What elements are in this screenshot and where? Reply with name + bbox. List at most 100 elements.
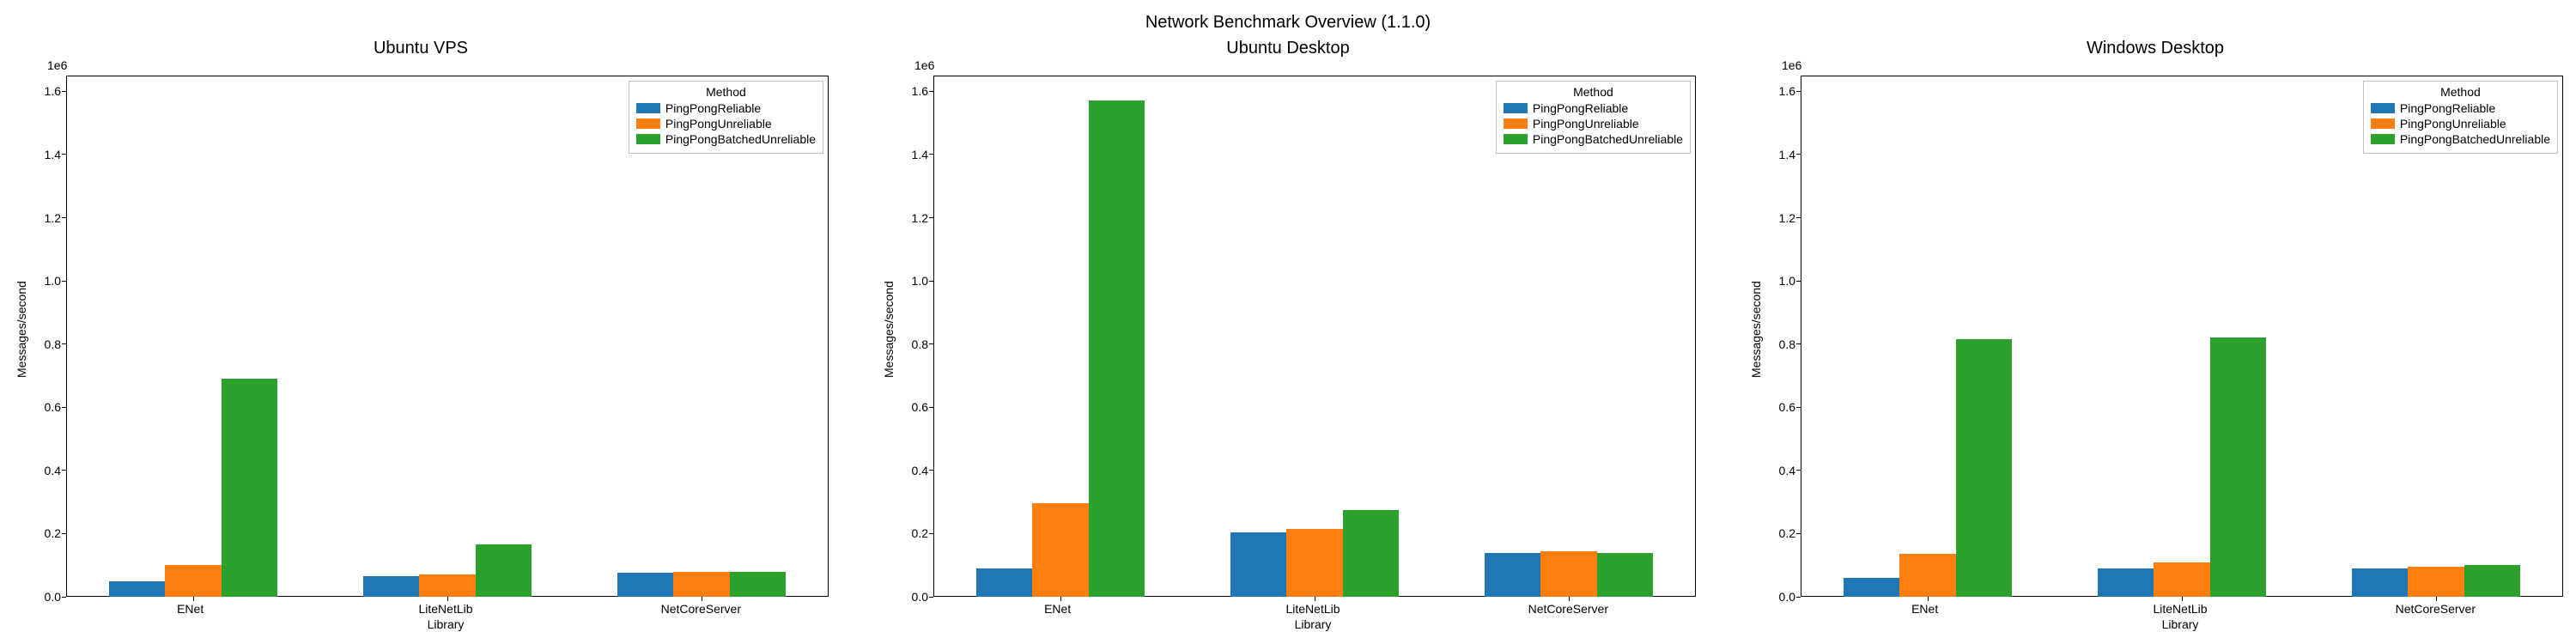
bar (1230, 532, 1286, 597)
bar-group (66, 76, 320, 597)
x-tick-label: LiteNetLib (2052, 597, 2307, 616)
bar-group (1188, 76, 1442, 597)
x-axis-label: Library (63, 616, 829, 631)
legend-label: PingPongBatchedUnreliable (1533, 131, 1683, 147)
legend-swatch (2371, 118, 2395, 129)
bar (2464, 565, 2520, 597)
bar (1540, 551, 1596, 597)
bar (2408, 567, 2464, 597)
legend-title: Method (2371, 85, 2550, 99)
x-tick-mark (2436, 597, 2437, 601)
legend-item: PingPongReliable (1504, 100, 1683, 116)
bar-group (1801, 76, 2055, 597)
bar (419, 574, 475, 597)
legend-item: PingPongUnreliable (2371, 116, 2550, 131)
bar (2210, 337, 2266, 597)
bar-group (320, 76, 574, 597)
bar (1844, 578, 1899, 597)
legend-label: PingPongBatchedUnreliable (665, 131, 816, 147)
y-axis-label: Messages/second (880, 62, 897, 597)
bar (1485, 553, 1540, 598)
bar (617, 573, 673, 597)
x-axis-ticks: ENetLiteNetLibNetCoreServer (930, 597, 1696, 616)
legend-swatch (636, 118, 660, 129)
legend: MethodPingPongReliablePingPongUnreliable… (629, 81, 823, 154)
x-tick-label: ENet (63, 597, 318, 616)
legend-swatch (636, 103, 660, 113)
x-tick-label: LiteNetLib (318, 597, 573, 616)
legend-item: PingPongReliable (636, 100, 816, 116)
bar (1089, 100, 1145, 597)
axes-area: MethodPingPongReliablePingPongUnreliable… (66, 76, 829, 597)
legend-swatch (2371, 134, 2395, 144)
legend-item: PingPongUnreliable (636, 116, 816, 131)
subplot-title: Ubuntu VPS (13, 39, 829, 58)
legend-title: Method (1504, 85, 1683, 99)
axes-area: MethodPingPongReliablePingPongUnreliable… (933, 76, 1696, 597)
bar (2098, 568, 2154, 597)
bar (1343, 510, 1399, 597)
subplot: Ubuntu Desktop1e6Messages/second1.61.41.… (880, 39, 1696, 631)
y-axis-label: Messages/second (1747, 62, 1765, 597)
y-axis-ticks: 1.61.41.21.00.80.60.40.20.0 (897, 76, 933, 597)
y-axis-ticks: 1.61.41.21.00.80.60.40.20.0 (30, 76, 66, 597)
plot-row: 1e6Messages/second1.61.41.21.00.80.60.40… (1747, 62, 2563, 597)
bar (1597, 553, 1653, 598)
y-axis-ticks: 1.61.41.21.00.80.60.40.20.0 (1765, 76, 1801, 597)
bar-group (933, 76, 1188, 597)
bar (1286, 529, 1342, 597)
y-axis-multiplier: 1e6 (1782, 58, 1801, 72)
bars-area (1801, 76, 2563, 597)
legend-item: PingPongBatchedUnreliable (1504, 131, 1683, 147)
x-tick-mark (1569, 597, 1570, 601)
bar (2154, 562, 2209, 597)
bar (476, 544, 532, 597)
legend-swatch (1504, 134, 1528, 144)
legend-label: PingPongReliable (665, 100, 761, 116)
legend-swatch (636, 134, 660, 144)
subplot-title: Ubuntu Desktop (880, 39, 1696, 58)
bar (1899, 554, 1955, 597)
subplot: Ubuntu VPS1e6Messages/second1.61.41.21.0… (13, 39, 829, 631)
bar (222, 379, 277, 597)
legend-label: PingPongBatchedUnreliable (2400, 131, 2550, 147)
figure: Network Benchmark Overview (1.1.0) Ubunt… (13, 13, 2563, 631)
axes-area: MethodPingPongReliablePingPongUnreliable… (1801, 76, 2563, 597)
subplot: Windows Desktop1e6Messages/second1.61.41… (1747, 39, 2563, 631)
legend: MethodPingPongReliablePingPongUnreliable… (2363, 81, 2558, 154)
plot-row: 1e6Messages/second1.61.41.21.00.80.60.40… (880, 62, 1696, 597)
y-axis-label: Messages/second (13, 62, 30, 597)
bars-area (933, 76, 1696, 597)
bar (976, 568, 1032, 597)
x-axis-ticks: ENetLiteNetLibNetCoreServer (63, 597, 829, 616)
bar (730, 572, 786, 597)
figure-suptitle: Network Benchmark Overview (1.1.0) (13, 13, 2563, 33)
plot-row: 1e6Messages/second1.61.41.21.00.80.60.40… (13, 62, 829, 597)
bar-group (1442, 76, 1696, 597)
legend-label: PingPongReliable (2400, 100, 2495, 116)
x-tick-mark (193, 597, 194, 601)
legend-label: PingPongReliable (1533, 100, 1628, 116)
bar-group (2309, 76, 2563, 597)
x-tick-mark (1928, 597, 1929, 601)
x-tick-label: LiteNetLib (1185, 597, 1440, 616)
subplot-title: Windows Desktop (1747, 39, 2563, 58)
subplots-row: Ubuntu VPS1e6Messages/second1.61.41.21.0… (13, 39, 2563, 631)
y-axis-multiplier: 1e6 (914, 58, 934, 72)
bar (165, 565, 221, 597)
legend-item: PingPongBatchedUnreliable (2371, 131, 2550, 147)
x-tick-mark (2182, 597, 2183, 601)
bar (2352, 568, 2408, 597)
x-tick-label: ENet (930, 597, 1185, 616)
legend-item: PingPongReliable (2371, 100, 2550, 116)
legend-swatch (2371, 103, 2395, 113)
bars-area (66, 76, 829, 597)
y-axis-multiplier: 1e6 (47, 58, 67, 72)
x-tick-label: ENet (1797, 597, 2052, 616)
legend-label: PingPongUnreliable (1533, 116, 1639, 131)
bar-group (2055, 76, 2309, 597)
x-axis-label: Library (1797, 616, 2563, 631)
legend-title: Method (636, 85, 816, 99)
x-tick-mark (447, 597, 448, 601)
x-axis-ticks: ENetLiteNetLibNetCoreServer (1797, 597, 2563, 616)
